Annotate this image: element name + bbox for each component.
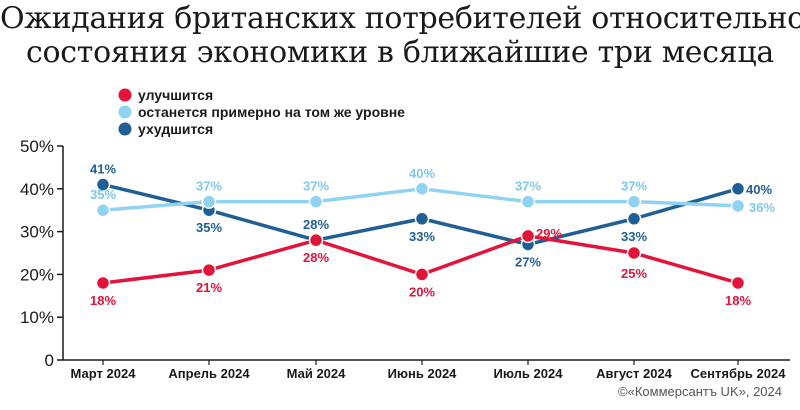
data-point — [201, 262, 217, 278]
legend-label: ухудшится — [138, 121, 213, 137]
y-tick-label: 10% — [20, 308, 54, 327]
data-point — [201, 194, 217, 209]
data-label: 33% — [409, 229, 435, 244]
data-point — [95, 177, 111, 192]
y-tick-label: 30% — [20, 223, 54, 242]
x-tick-label: Май 2024 — [287, 366, 347, 381]
data-point — [308, 232, 324, 248]
data-point — [520, 228, 536, 244]
data-point — [730, 181, 746, 197]
x-tick-label: Июль 2024 — [494, 366, 564, 381]
data-label: 28% — [303, 250, 329, 265]
y-tick-label: 20% — [20, 265, 54, 284]
chart-title-line-1: Ожидания британских потребителей относит… — [0, 1, 800, 36]
legend-marker — [118, 88, 132, 102]
data-label: 25% — [621, 266, 647, 281]
data-label: 37% — [303, 179, 329, 194]
x-tick-label: Апрель 2024 — [168, 366, 250, 381]
legend-marker — [118, 122, 132, 136]
data-point — [308, 194, 324, 209]
data-label: 29% — [536, 226, 562, 241]
x-tick-label: Март 2024 — [71, 366, 137, 381]
data-point — [414, 211, 430, 227]
chart-title-line-2: состояния экономики в ближайшие три меся… — [26, 35, 774, 70]
data-label: 41% — [90, 162, 116, 177]
data-point — [95, 275, 111, 291]
y-tick-label: 0 — [45, 351, 54, 370]
data-label: 37% — [621, 179, 647, 194]
x-tick-label: Август 2024 — [596, 366, 673, 381]
data-point — [626, 211, 642, 227]
legend-marker — [118, 105, 132, 119]
data-label: 37% — [515, 179, 541, 194]
data-label: 18% — [90, 293, 116, 308]
y-tick-label: 40% — [20, 180, 54, 199]
copyright-credit: ©«Коммерсантъ UK», 2024 — [618, 384, 782, 399]
data-point — [730, 198, 746, 214]
data-label: 28% — [303, 217, 329, 232]
data-label: 40% — [746, 182, 772, 197]
y-tick-label: 50% — [20, 137, 54, 156]
data-label: 35% — [196, 220, 222, 235]
legend-label: улучшится — [138, 87, 213, 103]
data-label: 40% — [409, 166, 435, 181]
data-point — [730, 275, 746, 291]
data-label: 35% — [90, 187, 116, 202]
data-point — [520, 194, 536, 209]
data-label: 36% — [749, 200, 775, 215]
legend-label: останется примерно на том же уровне — [138, 104, 405, 120]
x-tick-label: Июнь 2024 — [388, 366, 458, 381]
data-point — [414, 181, 430, 197]
data-label: 20% — [409, 284, 435, 299]
x-tick-label: Сентябрь 2024 — [691, 366, 787, 381]
data-label: 37% — [196, 179, 222, 194]
data-point — [95, 202, 111, 218]
data-label: 18% — [725, 293, 751, 308]
data-point — [626, 245, 642, 261]
data-label: 27% — [515, 254, 541, 269]
data-point — [626, 194, 642, 209]
chart-title: Ожидания британских потребителей относит… — [0, 2, 800, 70]
data-label: 21% — [196, 280, 222, 295]
data-label: 33% — [621, 229, 647, 244]
data-point — [414, 267, 430, 282]
